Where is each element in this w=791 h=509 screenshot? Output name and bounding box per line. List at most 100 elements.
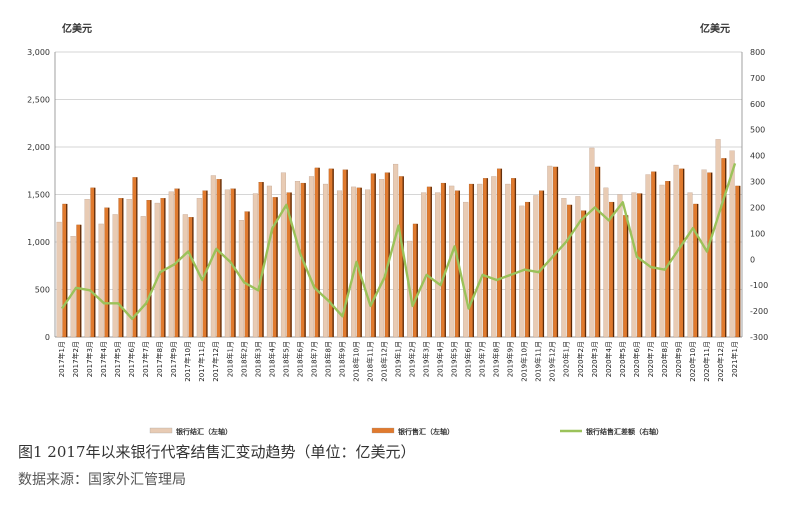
x-tick-label: 2018年2月 <box>239 341 248 377</box>
right-tick-label: 400 <box>750 152 765 161</box>
bar-jiehui <box>154 202 160 338</box>
bar-shadow <box>150 200 152 337</box>
right-tick-label: 700 <box>750 74 765 83</box>
line-series <box>61 163 737 321</box>
bar-jiehui <box>112 214 118 338</box>
left-tick-label: 500 <box>35 286 50 295</box>
bar-shadow <box>108 207 110 337</box>
bar-jiehui <box>337 190 343 338</box>
bar-series <box>56 139 741 338</box>
bar-shadow <box>472 184 474 337</box>
right-axis-ticks: -300 -200 -100 0 100 200 300 400 500 600 700 800 <box>750 48 768 342</box>
x-tick-label: 2018年11月 <box>365 341 374 382</box>
bar-shadow <box>668 181 671 337</box>
x-axis-labels: 2017年1月 2017年2月 2017年3月 2017年4月 2017年5月 2017年… <box>57 341 739 382</box>
bar-jiehui <box>322 183 329 338</box>
bar-shadow <box>164 198 166 337</box>
bar-jiehui <box>631 192 637 338</box>
bar-jiehui <box>715 139 721 338</box>
bar-shadow <box>640 193 643 337</box>
x-tick-label: 2017年8月 <box>155 341 164 377</box>
bar-jiehui <box>435 192 441 338</box>
bar-jiehui <box>126 199 132 338</box>
bar-shadow <box>136 177 138 337</box>
line-chajie <box>61 163 737 321</box>
x-tick-label: 2020年6月 <box>632 341 641 377</box>
x-tick-label: 2017年1月 <box>57 341 66 377</box>
x-tick-label: 2019年11月 <box>534 341 543 382</box>
bar-jiehui <box>182 214 188 338</box>
bar-shadow <box>192 217 194 337</box>
bar-shadow <box>94 187 96 337</box>
bar-jiehui <box>393 163 399 338</box>
right-axis-unit: 亿美元 <box>700 22 730 35</box>
bar-shouhui <box>651 171 657 338</box>
right-tick-label: 500 <box>750 126 765 135</box>
bar-shadow <box>598 166 601 337</box>
bar-jiehui <box>561 198 567 338</box>
bar-shouhui <box>693 203 699 338</box>
bar-jiehui <box>308 176 315 338</box>
bar-shadow <box>711 172 713 337</box>
right-tick-label: 0 <box>750 255 755 264</box>
bar-jiehui <box>617 194 623 338</box>
bar-shadow <box>346 169 348 337</box>
bar-jiehui <box>547 165 553 338</box>
bar-jiehui <box>98 223 104 338</box>
bar-shadow <box>122 198 124 337</box>
bar-shadow <box>430 186 432 337</box>
bar-shadow <box>66 204 68 337</box>
x-tick-label: 2019年1月 <box>394 341 403 377</box>
bar-jiehui <box>603 187 609 338</box>
x-tick-label: 2019年12月 <box>548 341 557 382</box>
bar-jiehui <box>533 195 539 338</box>
bar-shadow <box>248 211 250 337</box>
x-tick-label: 2017年7月 <box>141 341 150 377</box>
legend: 银行结汇（左轴） 银行售汇（左轴） 银行结售汇差额（右轴） <box>149 427 663 436</box>
left-tick-label: 3,000 <box>27 48 50 57</box>
x-tick-label: 2019年8月 <box>492 341 501 377</box>
bar-jiehui <box>266 185 272 338</box>
left-tick-label: 0 <box>45 333 50 342</box>
bar-shouhui <box>62 203 68 338</box>
x-tick-label: 2018年9月 <box>337 341 346 377</box>
bar-shadow <box>444 183 446 337</box>
x-tick-label: 2020年11月 <box>702 341 711 382</box>
x-tick-label: 2018年5月 <box>281 341 290 377</box>
bar-shadow <box>374 173 376 337</box>
x-tick-label: 2017年11月 <box>197 341 206 382</box>
x-tick-label: 2020年4月 <box>604 341 613 377</box>
left-tick-label: 1,000 <box>27 238 50 247</box>
bar-jiehui <box>252 193 258 338</box>
bar-shadow <box>739 185 741 337</box>
legend-swatch <box>149 427 173 434</box>
x-tick-label: 2017年2月 <box>71 341 80 377</box>
bar-shadow <box>290 192 292 337</box>
x-tick-label: 2020年12月 <box>716 341 725 382</box>
bar-shadow <box>612 202 615 337</box>
x-tick-label: 2017年12月 <box>211 341 220 382</box>
x-tick-label: 2019年2月 <box>408 341 417 377</box>
bar-jiehui <box>379 179 385 338</box>
bar-shadow <box>332 168 334 337</box>
legend-label: 银行结汇（左轴） <box>176 427 232 436</box>
bar-shadow <box>388 172 390 337</box>
bar-jiehui <box>491 176 497 338</box>
bar-shadow <box>318 167 320 337</box>
x-tick-label: 2019年10月 <box>520 341 529 382</box>
bar-shouhui <box>539 190 545 338</box>
x-tick-label: 2019年7月 <box>478 341 487 377</box>
bar-jiehui <box>140 216 146 338</box>
left-axis-unit: 亿美元 <box>62 22 92 35</box>
bar-shadow <box>570 204 573 337</box>
bar-shadow <box>262 182 264 337</box>
bar-shadow <box>626 215 629 337</box>
right-tick-label: -100 <box>750 281 768 290</box>
bar-shadow <box>276 197 278 337</box>
x-tick-label: 2018年6月 <box>295 341 304 377</box>
bar-jiehui <box>729 150 735 338</box>
bar-jiehui <box>224 189 230 338</box>
bar-jiehui <box>687 192 693 338</box>
x-tick-label: 2020年5月 <box>618 341 627 377</box>
bar-shadow <box>654 171 657 337</box>
